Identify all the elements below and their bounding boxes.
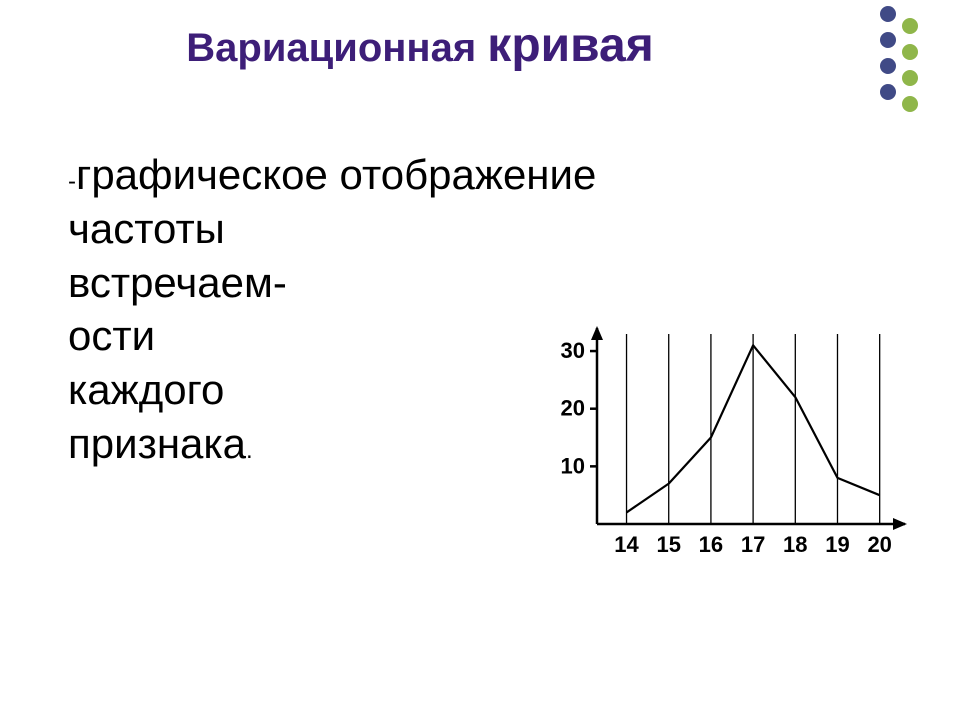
- decor-dot: [902, 96, 918, 112]
- title-part1: Вариационная: [186, 26, 487, 70]
- body-period: .: [246, 437, 253, 464]
- svg-text:17: 17: [741, 532, 765, 557]
- variation-curve-chart: 10 20 30 14 15 16 17 18 19 20: [535, 316, 917, 576]
- body-line3: встречаем-: [68, 256, 596, 310]
- svg-text:30: 30: [561, 338, 585, 363]
- svg-text:18: 18: [783, 532, 807, 557]
- svg-text:14: 14: [614, 532, 639, 557]
- body-line4: ости: [68, 309, 596, 363]
- decor-dot: [902, 44, 918, 60]
- body-line5: каждого: [68, 363, 596, 417]
- svg-text:20: 20: [561, 396, 585, 421]
- svg-text:10: 10: [561, 453, 585, 478]
- svg-text:16: 16: [699, 532, 723, 557]
- decor-dot: [902, 18, 918, 34]
- svg-text:20: 20: [867, 532, 891, 557]
- body-text: -графическое отображение частоты встреча…: [68, 148, 596, 471]
- body-line6: признака: [68, 420, 246, 467]
- slide-title: Вариационная кривая: [0, 18, 840, 73]
- corner-dot-decor: [840, 0, 950, 130]
- svg-text:15: 15: [656, 532, 680, 557]
- body-line1: графическое отображение: [76, 151, 596, 198]
- svg-text:19: 19: [825, 532, 849, 557]
- body-dash: -: [68, 168, 76, 195]
- chart-svg: 10 20 30 14 15 16 17 18 19 20: [535, 316, 917, 576]
- body-line2: частоты: [68, 202, 596, 256]
- decor-dot: [902, 70, 918, 86]
- decor-dot: [880, 6, 896, 22]
- decor-dot: [880, 58, 896, 74]
- title-part2: кривая: [487, 19, 653, 72]
- decor-dot: [880, 32, 896, 48]
- decor-dot: [880, 84, 896, 100]
